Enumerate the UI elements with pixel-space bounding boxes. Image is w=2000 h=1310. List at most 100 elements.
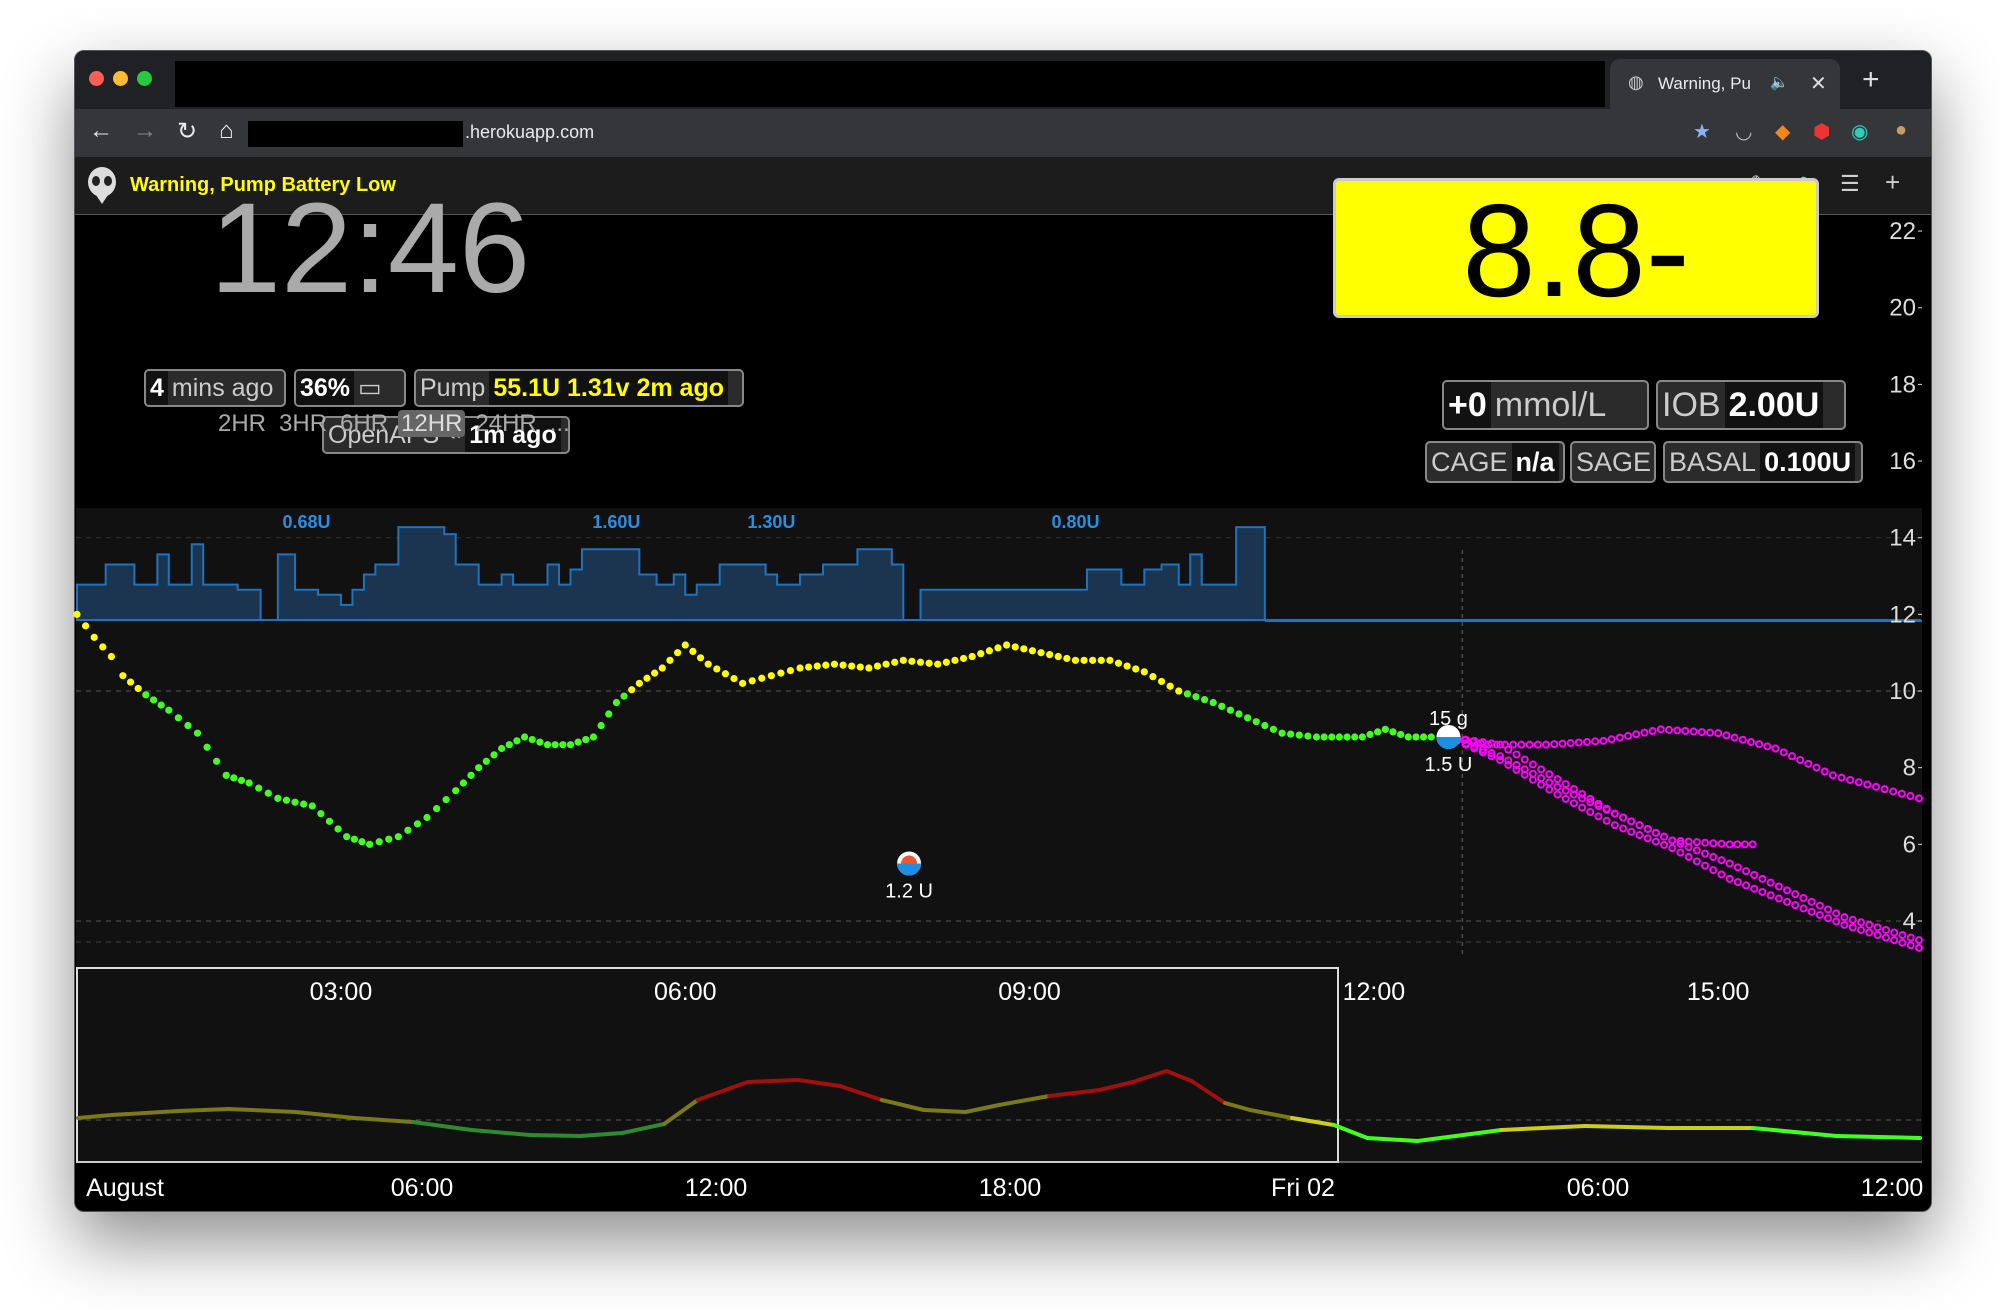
home-icon[interactable]: ⌂ <box>219 117 234 144</box>
bg-point <box>1054 652 1062 661</box>
focus-bg-line <box>226 1107 298 1114</box>
add-treatment-icon[interactable]: + <box>1885 167 1901 197</box>
bg-point <box>149 696 158 704</box>
prediction-point <box>1766 878 1775 887</box>
focus-x-tick-label: 12:00 <box>1861 1174 1924 1202</box>
range-2hr[interactable]: 2HR <box>218 410 267 437</box>
redacted-url <box>248 121 463 147</box>
prediction-point <box>1832 917 1841 926</box>
prediction-point <box>1915 936 1923 945</box>
focus-bg-line <box>620 1122 667 1135</box>
bg-point <box>865 664 873 672</box>
uploader-battery-value: 36% <box>296 371 355 405</box>
reload-icon[interactable]: ↻ <box>177 118 198 145</box>
bg-direction: - <box>1645 177 1690 324</box>
current-bg-value: 8.8 <box>1462 177 1646 324</box>
prediction-point <box>1487 748 1496 757</box>
bg-point <box>1175 687 1183 695</box>
prediction-point <box>1558 739 1567 748</box>
bg-point <box>73 610 81 618</box>
tab-title: Warning, Pu <box>1658 74 1751 93</box>
prediction-point <box>1651 837 1660 846</box>
bg-point <box>959 654 968 663</box>
bg-point <box>245 779 253 787</box>
bg-point <box>582 735 590 744</box>
focus-bg-line <box>1223 1101 1253 1112</box>
prediction-point <box>1717 870 1726 879</box>
range-24hr[interactable]: 24HR <box>475 410 537 437</box>
bg-point <box>184 721 192 730</box>
metamask-icon[interactable]: ◆ <box>1775 121 1791 143</box>
bg-point <box>1192 693 1200 701</box>
bg-point <box>467 771 475 779</box>
range-6hr[interactable]: 6HR <box>340 410 389 437</box>
bg-point <box>597 721 605 730</box>
extension-badge-icon[interactable]: ◉ <box>1851 121 1869 143</box>
bookmark-star-icon[interactable]: ★ <box>1693 121 1711 143</box>
focus-bg-line <box>796 1078 842 1088</box>
prediction-point <box>1643 825 1652 834</box>
bg-point <box>90 633 98 641</box>
bg-units: mmol/L <box>1494 386 1607 424</box>
tab-audio-icon[interactable]: 🔈 <box>1770 74 1789 91</box>
minimize-window-button[interactable] <box>113 71 128 86</box>
bg-point <box>119 672 127 680</box>
focus-bg-line <box>469 1128 533 1137</box>
prediction-point <box>1848 923 1857 932</box>
range-3hr[interactable]: 3HR <box>279 410 328 437</box>
bg-point <box>1335 733 1344 741</box>
focus-bg-line <box>997 1094 1052 1107</box>
tab-close-icon[interactable]: ✕ <box>1810 73 1827 95</box>
insulin-half <box>1436 737 1461 750</box>
prediction-point <box>1815 901 1824 910</box>
prediction-point <box>1684 837 1693 846</box>
ublock-icon[interactable]: ⬢ <box>1813 121 1831 143</box>
prediction-point <box>1586 808 1595 817</box>
bg-point <box>1343 733 1351 741</box>
bg-point <box>721 670 730 678</box>
prediction-point <box>1856 925 1865 934</box>
bg-point <box>1412 733 1420 741</box>
forward-icon[interactable]: → <box>133 117 157 144</box>
new-tab-button[interactable]: + <box>1862 63 1880 96</box>
bg-point <box>366 840 374 848</box>
profile-avatar[interactable]: ● <box>1895 119 1908 141</box>
range-12hr[interactable]: 12HR <box>398 410 466 437</box>
bg-point <box>1287 730 1295 738</box>
tab-active[interactable]: ◍ Warning, Pu 🔈 ✕ <box>1610 59 1840 109</box>
prediction-point <box>1520 755 1529 764</box>
focus-bg-line <box>963 1103 1001 1114</box>
bg-point <box>174 714 182 722</box>
bg-point <box>1097 656 1105 664</box>
prediction-point <box>1664 725 1673 734</box>
bg-point <box>498 744 506 753</box>
pocket-icon[interactable]: ◡ <box>1735 121 1753 143</box>
range-more[interactable]: ... <box>549 410 570 437</box>
prediction-point <box>1871 782 1880 791</box>
prediction-point <box>1897 789 1906 798</box>
back-icon[interactable]: ← <box>89 117 113 144</box>
focus-bg-line <box>921 1108 968 1114</box>
prediction-point <box>1660 832 1669 841</box>
prediction-point <box>1553 775 1562 784</box>
menu-icon[interactable]: ☰ <box>1840 171 1860 196</box>
address-bar-url[interactable]: .herokuapp.com <box>465 122 595 142</box>
maximize-window-button[interactable] <box>137 71 152 86</box>
bg-point <box>1397 730 1405 739</box>
prediction-point <box>1733 878 1742 887</box>
bg-point <box>325 817 334 825</box>
prediction-point <box>1537 780 1546 789</box>
bg-point <box>282 796 291 804</box>
prediction-point <box>1496 740 1505 749</box>
prediction-point <box>1553 790 1562 799</box>
prediction-point <box>1487 752 1496 761</box>
bg-point <box>635 679 643 687</box>
prediction-point <box>1906 933 1915 942</box>
bg-point <box>1366 730 1374 739</box>
bg-point <box>404 826 412 834</box>
bg-point <box>1020 645 1028 653</box>
close-window-button[interactable] <box>89 71 104 86</box>
prediction-point <box>1799 894 1808 903</box>
focus-bg-line <box>837 1084 884 1102</box>
bg-point <box>126 678 135 686</box>
